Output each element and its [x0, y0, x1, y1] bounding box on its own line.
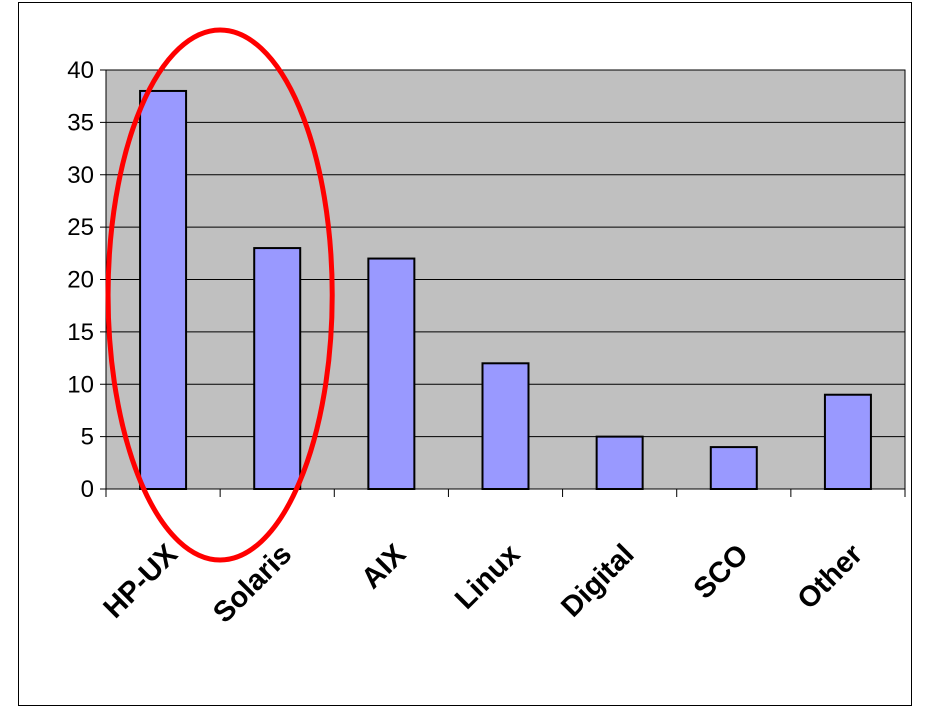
y-tick-label-10: 10 — [67, 371, 94, 398]
y-tick-label-25: 25 — [67, 214, 94, 241]
x-tick-labels: HP-UX Solaris AIX Linux Digital SCO Other — [98, 538, 869, 629]
y-tick-label-15: 15 — [67, 319, 94, 346]
y-tick-label-35: 35 — [67, 109, 94, 136]
annotations — [105, 27, 335, 563]
bars — [139, 89, 872, 491]
bar-solaris — [253, 247, 302, 490]
y-tick-labels: 0 5 10 15 20 25 30 35 40 — [67, 57, 94, 503]
bar-other — [823, 393, 872, 491]
y-tick-label-30: 30 — [67, 162, 94, 189]
x-tick-label-digital: Digital — [555, 538, 640, 623]
y-tick-label-0: 0 — [81, 476, 94, 503]
y-tick-label-20: 20 — [67, 267, 94, 294]
x-tick-label-solaris: Solaris — [207, 538, 298, 629]
bar-aix — [367, 257, 416, 490]
bar-sco — [709, 446, 758, 491]
x-tick-label-hp-ux: HP-UX — [98, 538, 185, 625]
x-tick-label-aix: AIX — [355, 538, 412, 595]
x-tick-label-linux: Linux — [449, 538, 526, 615]
y-tick-label-5: 5 — [81, 424, 94, 451]
bar-hp-ux — [139, 89, 188, 490]
bar-digital — [595, 435, 644, 490]
bar-linux — [481, 362, 530, 490]
y-tick-label-40: 40 — [67, 57, 94, 84]
highlight-ellipse — [105, 27, 335, 563]
x-tick-label-sco: SCO — [688, 538, 755, 605]
x-tick-label-other: Other — [792, 538, 869, 615]
